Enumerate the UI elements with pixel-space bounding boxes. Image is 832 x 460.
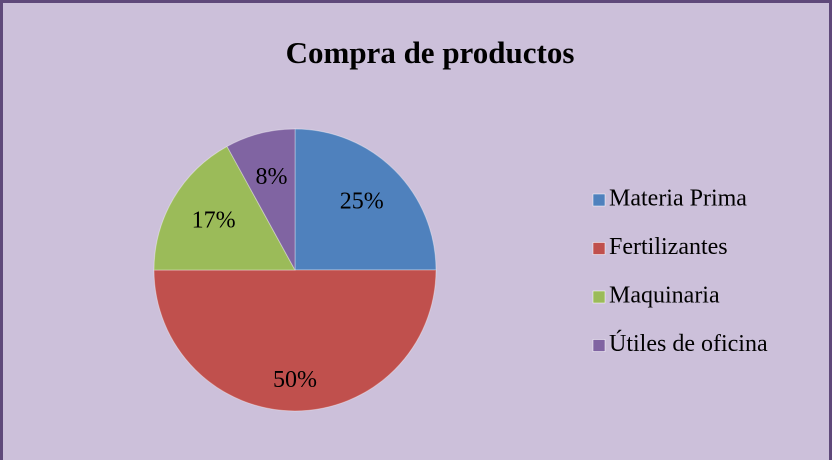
pie-slice xyxy=(153,145,296,271)
legend-label: Fertilizantes xyxy=(609,234,728,260)
chart-title: Compra de productos xyxy=(286,35,575,70)
legend-label: Materia Prima xyxy=(609,186,747,212)
pie-slice xyxy=(294,128,437,271)
legend-label: Maquinaria xyxy=(609,283,720,309)
data-label: 8% xyxy=(256,164,288,190)
legend-swatch xyxy=(592,290,606,304)
data-label: 25% xyxy=(340,189,384,215)
data-label: 17% xyxy=(192,207,236,233)
data-label: 50% xyxy=(273,367,317,393)
legend-label: Útiles de oficina xyxy=(609,330,768,357)
legend-swatch xyxy=(592,339,606,352)
pie-slice xyxy=(153,269,437,412)
legend-swatch xyxy=(592,193,606,207)
legend-swatch xyxy=(592,242,606,255)
pie-slice xyxy=(226,128,296,271)
